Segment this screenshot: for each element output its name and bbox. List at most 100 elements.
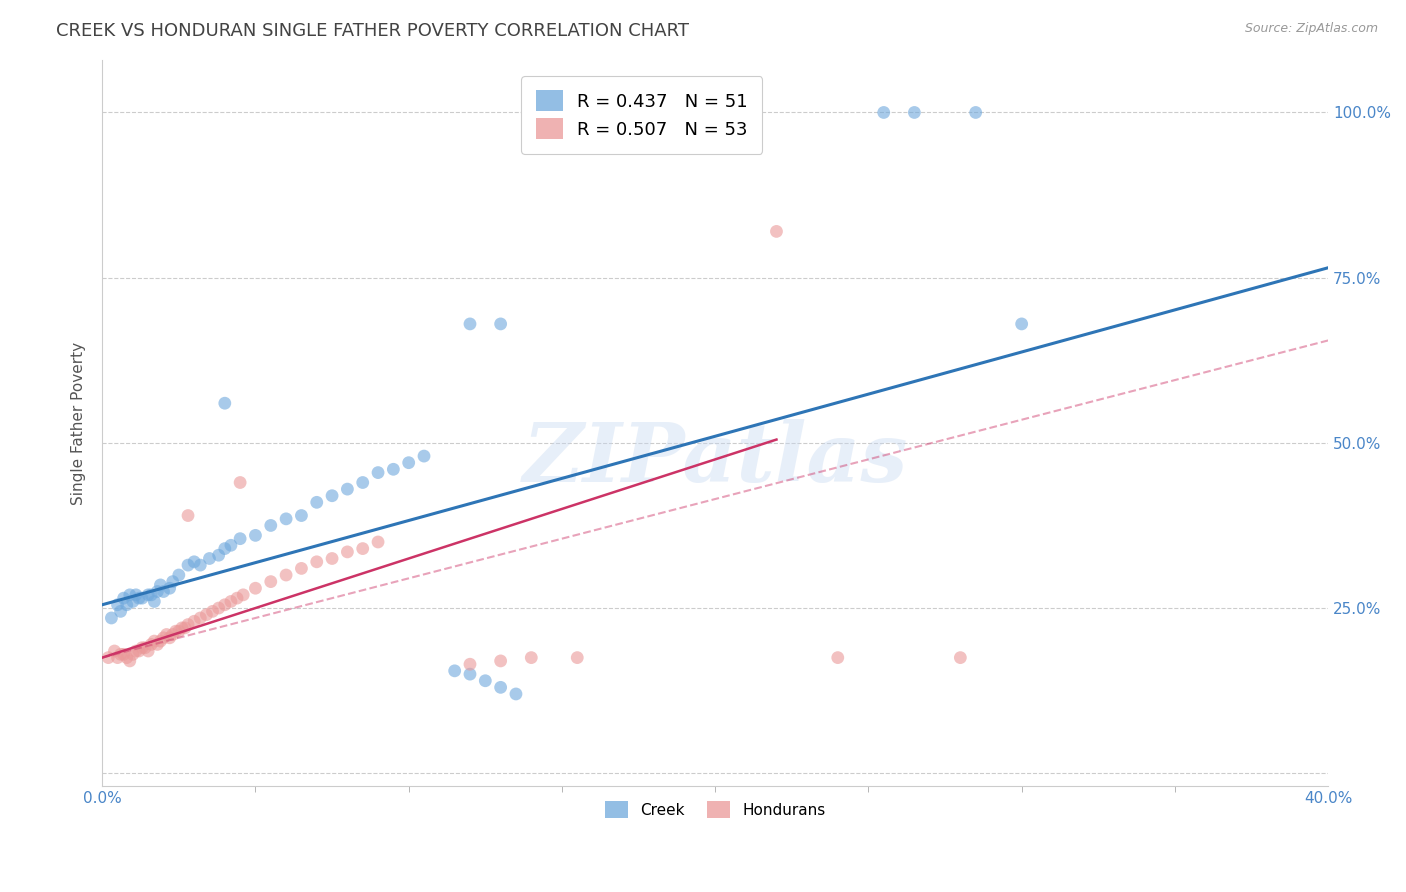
Point <box>170 621 193 635</box>
Text: CREEK VS HONDURAN SINGLE FATHER POVERTY CORRELATION CHART: CREEK VS HONDURAN SINGLE FATHER POVERTY … <box>56 22 689 40</box>
Point <box>152 631 174 645</box>
Point <box>110 604 132 618</box>
Point <box>141 588 163 602</box>
Point <box>107 650 129 665</box>
Point <box>162 627 184 641</box>
Point <box>208 601 231 615</box>
Point <box>110 648 132 662</box>
Point <box>195 607 218 622</box>
Point <box>146 637 169 651</box>
Point <box>183 614 205 628</box>
Point <box>949 650 972 665</box>
Point <box>336 482 359 496</box>
Point <box>458 317 481 331</box>
Text: ZIPatlas: ZIPatlas <box>523 419 908 500</box>
Point <box>505 687 527 701</box>
Point <box>413 449 436 463</box>
Point <box>226 591 249 606</box>
Point <box>159 631 181 645</box>
Point <box>382 462 405 476</box>
Point <box>155 627 177 641</box>
Point <box>183 555 205 569</box>
Point <box>274 512 297 526</box>
Point <box>149 578 172 592</box>
Point <box>136 644 159 658</box>
Point <box>765 224 787 238</box>
Point <box>965 105 987 120</box>
Point <box>232 588 254 602</box>
Point <box>115 598 138 612</box>
Point <box>827 650 849 665</box>
Point <box>201 604 224 618</box>
Point <box>162 574 184 589</box>
Point <box>1011 317 1033 331</box>
Point <box>167 624 190 639</box>
Point <box>174 621 197 635</box>
Point <box>146 584 169 599</box>
Point <box>352 475 374 490</box>
Point <box>131 591 153 606</box>
Point <box>125 644 148 658</box>
Point <box>125 588 148 602</box>
Point <box>336 545 359 559</box>
Point <box>167 568 190 582</box>
Point <box>107 598 129 612</box>
Y-axis label: Single Father Poverty: Single Father Poverty <box>72 342 86 505</box>
Point <box>443 664 465 678</box>
Point <box>219 594 242 608</box>
Point <box>245 581 267 595</box>
Point <box>165 624 187 639</box>
Point <box>131 640 153 655</box>
Point <box>214 396 236 410</box>
Point <box>489 654 512 668</box>
Point <box>489 317 512 331</box>
Point <box>121 648 143 662</box>
Point <box>134 640 156 655</box>
Point <box>229 532 252 546</box>
Point <box>177 558 200 573</box>
Point <box>152 584 174 599</box>
Point <box>118 588 141 602</box>
Point <box>128 644 150 658</box>
Point <box>352 541 374 556</box>
Point <box>290 561 312 575</box>
Point <box>245 528 267 542</box>
Point <box>903 105 925 120</box>
Point <box>873 105 896 120</box>
Point <box>100 611 122 625</box>
Point <box>305 555 328 569</box>
Point <box>567 650 589 665</box>
Point <box>214 598 236 612</box>
Point <box>198 551 221 566</box>
Point <box>188 611 211 625</box>
Point <box>458 667 481 681</box>
Point <box>260 518 283 533</box>
Point <box>367 466 389 480</box>
Point <box>290 508 312 523</box>
Point <box>97 650 120 665</box>
Point <box>398 456 420 470</box>
Point <box>321 551 343 566</box>
Point <box>520 650 543 665</box>
Point <box>143 594 166 608</box>
Point <box>177 508 200 523</box>
Point <box>219 538 242 552</box>
Legend: Creek, Hondurans: Creek, Hondurans <box>598 793 834 826</box>
Point <box>274 568 297 582</box>
Point <box>136 588 159 602</box>
Point <box>118 654 141 668</box>
Point <box>112 591 135 606</box>
Point <box>260 574 283 589</box>
Point <box>149 634 172 648</box>
Point <box>458 657 481 672</box>
Point <box>115 650 138 665</box>
Point <box>229 475 252 490</box>
Point <box>128 591 150 606</box>
Point <box>367 535 389 549</box>
Point <box>143 634 166 648</box>
Point <box>121 594 143 608</box>
Point <box>474 673 496 688</box>
Text: Source: ZipAtlas.com: Source: ZipAtlas.com <box>1244 22 1378 36</box>
Point <box>188 558 211 573</box>
Point <box>489 681 512 695</box>
